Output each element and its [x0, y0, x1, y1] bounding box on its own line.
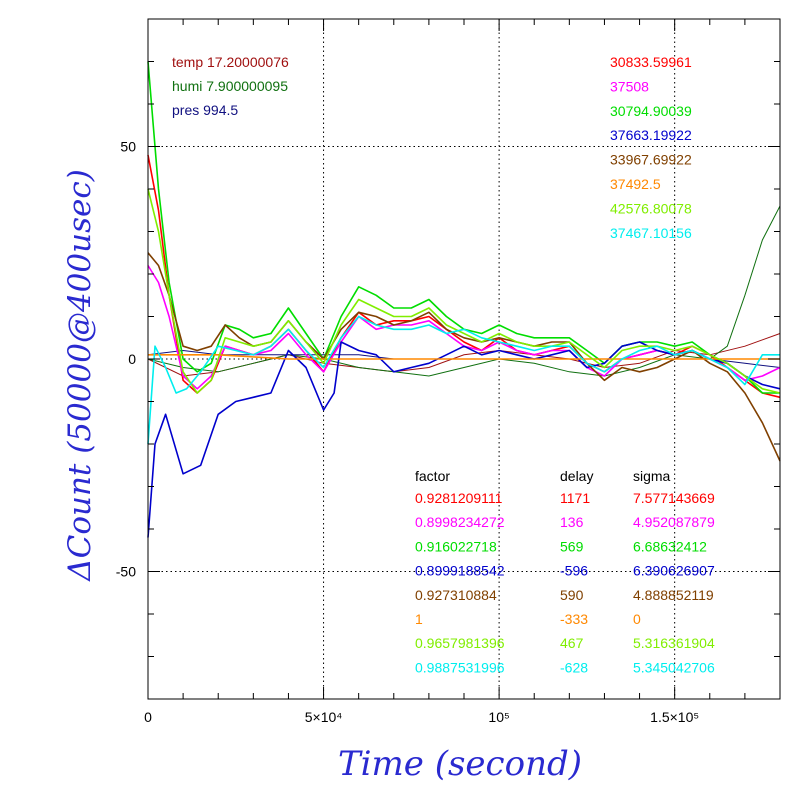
x-tick-label: 0	[144, 709, 152, 725]
series-factor-value: 0.9281209111	[415, 490, 503, 506]
series-factor-value: 0.8999188542	[415, 563, 505, 579]
series-delay-value: 590	[560, 587, 584, 603]
series-mean-label: 30794.90039	[610, 103, 692, 119]
parameter-table-header: factor delay sigma	[415, 468, 671, 484]
series-mean-label: 37467.10156	[610, 225, 692, 241]
series-line	[147, 188, 781, 394]
environment-reading: humi 7.900000095	[172, 78, 288, 94]
y-axis-title: ΔCount (50000@400usec)	[62, 169, 98, 582]
series-delay-value: -333	[560, 611, 588, 627]
series-delay-value: 467	[560, 635, 584, 651]
series-sigma-value: 4.888852119	[633, 587, 714, 603]
series-sigma-value: 5.316361904	[633, 635, 715, 651]
delay-header: delay	[560, 468, 593, 484]
tick-labels: 0 5×10⁴ 10⁵ 1.5×10⁵ 50 0 -50	[116, 139, 699, 726]
x-tick-label: 5×10⁴	[305, 709, 343, 725]
factor-header: factor	[415, 468, 450, 484]
series-line	[148, 353, 780, 360]
series-line	[147, 265, 781, 390]
series-factor-value: 0.927310884	[415, 587, 497, 603]
x-tick-label: 1.5×10⁵	[650, 709, 699, 725]
y-tick-label: 50	[120, 139, 136, 155]
series-sigma-value: 0	[633, 611, 641, 627]
series-line	[147, 154, 781, 399]
series-line	[147, 252, 781, 462]
y-tick-label: 0	[128, 351, 136, 367]
series-mean-label: 42576.80078	[610, 200, 692, 216]
environment-reading: pres 994.5	[172, 102, 238, 118]
series-sigma-value: 6.68632412	[633, 538, 707, 554]
series-mean-label: 33967.69922	[610, 152, 692, 168]
series-factor-value: 0.8998234272	[415, 514, 505, 530]
mean-values: 30833.59961 37508 30794.90039 37663.19922 33…	[610, 54, 692, 241]
series-line	[147, 61, 780, 394]
series-sigma-value: 4.952087879	[633, 514, 715, 530]
series-mean-label: 37492.5	[610, 176, 661, 192]
series-lines	[147, 61, 781, 538]
x-axis-title: Time (second)	[338, 744, 582, 784]
series-sigma-value: 5.345042706	[633, 659, 715, 675]
series-factor-value: 0.916022718	[415, 538, 497, 554]
sigma-header: sigma	[633, 468, 671, 484]
series-mean-label: 30833.59961	[610, 54, 692, 70]
parameter-table: 0.9281209111 1171 7.577143669 0.8998234272 1…	[415, 490, 715, 675]
series-delay-value: 569	[560, 538, 584, 554]
series-mean-label: 37663.19922	[610, 127, 692, 143]
y-tick-label: -50	[116, 564, 136, 580]
environment-readings: temp 17.20000076 humi 7.900000095 pres 994…	[172, 54, 289, 118]
series-line	[147, 315, 780, 445]
series-delay-value: 136	[560, 514, 584, 530]
series-line	[147, 341, 781, 538]
series-factor-value: 1	[415, 611, 423, 627]
series-factor-value: 0.9887531996	[415, 659, 505, 675]
series-delay-value: -596	[560, 563, 588, 579]
series-factor-value: 0.9657981396	[415, 635, 505, 651]
series-delay-value: -628	[560, 659, 588, 675]
series-sigma-value: 6.390626907	[633, 563, 715, 579]
series-sigma-value: 7.577143669	[633, 490, 715, 506]
x-tick-label: 10⁵	[488, 709, 509, 725]
ticks	[147, 18, 781, 700]
environment-reading: temp 17.20000076	[172, 54, 289, 70]
series-mean-label: 37508	[610, 78, 649, 94]
series-delay-value: 1171	[560, 490, 590, 506]
